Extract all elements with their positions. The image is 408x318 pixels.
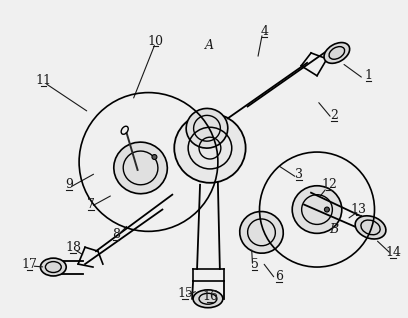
Text: 2: 2 bbox=[330, 109, 338, 122]
Text: 11: 11 bbox=[35, 74, 51, 87]
Ellipse shape bbox=[355, 216, 386, 239]
Ellipse shape bbox=[193, 290, 223, 308]
Text: A: A bbox=[206, 39, 215, 52]
Text: 9: 9 bbox=[65, 178, 73, 191]
Text: 5: 5 bbox=[251, 258, 259, 271]
Text: 15: 15 bbox=[177, 287, 193, 300]
Ellipse shape bbox=[174, 114, 246, 183]
Text: 13: 13 bbox=[350, 203, 367, 216]
Text: 17: 17 bbox=[22, 258, 38, 271]
Ellipse shape bbox=[324, 43, 350, 63]
Text: 1: 1 bbox=[365, 69, 373, 82]
Text: 16: 16 bbox=[202, 290, 218, 303]
Text: 6: 6 bbox=[275, 271, 283, 283]
Ellipse shape bbox=[292, 186, 342, 233]
Text: B: B bbox=[329, 223, 338, 236]
Circle shape bbox=[152, 155, 157, 160]
Ellipse shape bbox=[40, 258, 66, 276]
Text: 7: 7 bbox=[87, 198, 95, 211]
Text: 12: 12 bbox=[321, 178, 337, 191]
Circle shape bbox=[324, 207, 329, 212]
Text: 10: 10 bbox=[147, 35, 164, 47]
Text: 14: 14 bbox=[385, 246, 401, 259]
Ellipse shape bbox=[186, 108, 228, 148]
Text: 8: 8 bbox=[112, 228, 120, 241]
Text: 3: 3 bbox=[295, 168, 303, 181]
Ellipse shape bbox=[240, 211, 283, 253]
Text: 18: 18 bbox=[65, 241, 81, 254]
Ellipse shape bbox=[114, 142, 167, 194]
Text: 4: 4 bbox=[260, 24, 268, 38]
